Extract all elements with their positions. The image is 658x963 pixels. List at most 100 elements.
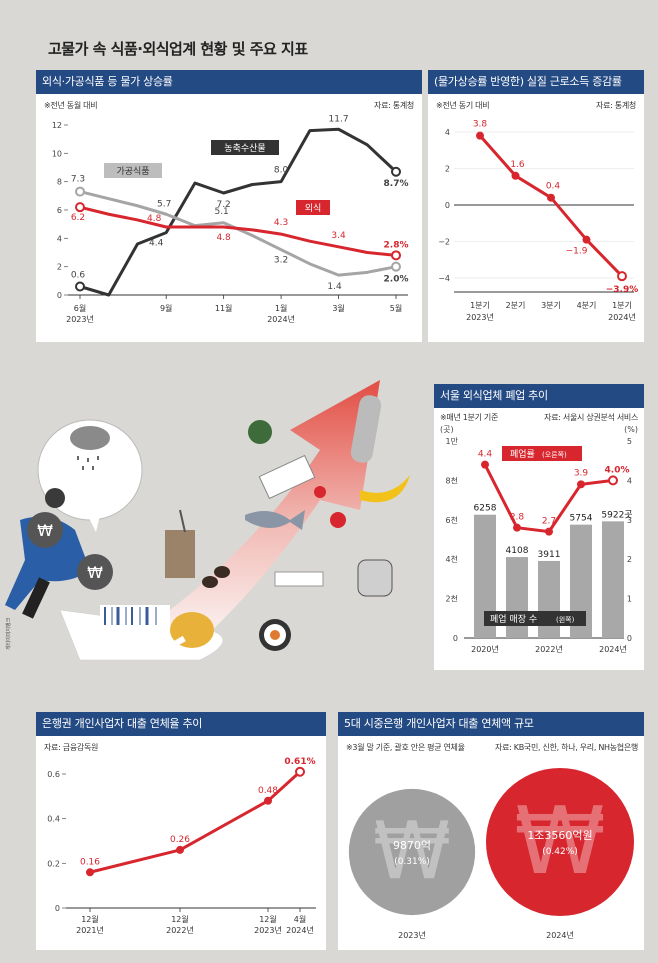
delinquency-amount-panel: 5대 시중은행 개인사업자 대출 연체액 규모 ※3월 말 기준, 괄호 안은 … [338, 712, 644, 950]
rate-label: 3.9 [574, 468, 589, 478]
y-tick-label: 2 [57, 263, 62, 272]
data-label: 4.3 [274, 218, 288, 228]
data-label: 5.1 [214, 207, 228, 217]
x-tick-label-year: 2024년 [608, 312, 636, 322]
chart-source: 자료: KB국민, 신한, 하나, 우리, NH농협은행 [495, 743, 638, 752]
x-tick-label-year: 2024년 [286, 925, 314, 935]
rate-tag-box [502, 446, 582, 461]
banana-icon [360, 475, 410, 503]
left-tick-label: 4천 [446, 554, 458, 564]
y-tick-label: 6 [57, 206, 62, 215]
x-tick-label: 12월 [171, 914, 189, 924]
right-tick-label: 2 [627, 555, 632, 564]
x-tick-label-year: 2023년 [254, 925, 282, 935]
count-tag-axis: (왼쪽) [556, 615, 575, 624]
x-tick-label-year: 2024년 [267, 314, 295, 324]
data-label: 0.48 [258, 786, 278, 796]
data-label: 7.2 [216, 200, 230, 210]
bubble-amount: 9870억 [393, 839, 431, 852]
data-label: 2.0% [384, 275, 409, 285]
chart-source: 자료: 금융감독원 [44, 743, 99, 752]
rate-point [481, 460, 489, 469]
rising-arrow-shape [120, 380, 380, 660]
x-tick-label: 2020년 [471, 644, 499, 654]
x-tick-label: 1분기 [470, 301, 490, 310]
series-tag-label: 가공식품 [116, 166, 149, 177]
panel-title: (물가상승률 반영한) 실질 근로소득 증감률 [428, 70, 644, 94]
right-tick-label: 3 [627, 516, 632, 525]
left-tick-label: 8천 [446, 475, 458, 485]
data-point [75, 281, 85, 292]
data-point [547, 193, 555, 202]
y-tick-label: 8 [57, 178, 62, 187]
delinquency-amount-chart: ₩9870억 (0.31%) 2023년 ₩1조3560억원 (0.42%) 2024년 [348, 768, 634, 940]
x-tick-label: 4월 [294, 914, 306, 924]
series-tag-label: 외식 [305, 202, 322, 214]
chicken-leg-icon [160, 612, 214, 655]
left-tick-label: 0 [453, 634, 458, 643]
data-label: 3.4 [331, 231, 346, 241]
rate-label: 4.4 [478, 450, 493, 460]
delinquency-rate-chart: 00.20.40.612월2021년12월2022년12월2023년4월2024… [47, 757, 316, 935]
milk-carton-icon [258, 454, 316, 500]
closure-chart: (곳) (%) 0 2천 4천 6천 8천 1만 0 1 2 3 4 5 6258 4108 3911 5754 5… [440, 425, 638, 654]
rate-tag-label: 폐업률 [510, 448, 535, 460]
y-tick-label: 10 [52, 149, 62, 158]
y-tick-label: 4 [445, 128, 450, 137]
series-line-3 [79, 205, 397, 257]
data-point [582, 235, 591, 244]
x-tick-label: 1월 [275, 303, 287, 313]
coffee-beans-icon [202, 566, 230, 588]
bar-label: 6258 [474, 504, 497, 514]
rate-label: 2.8 [510, 513, 525, 523]
egg-tray-icon [274, 571, 324, 587]
tomato-icon [314, 486, 346, 528]
data-point [176, 845, 184, 854]
y-tick-label: −2 [438, 238, 450, 247]
y-tick-label: 4 [57, 234, 62, 243]
series-tag-box [296, 200, 330, 215]
series-tag-label: 농축수산물 [224, 143, 265, 154]
x-tick-label-year: 2023년 [66, 314, 94, 324]
data-label: 2.8% [384, 240, 409, 250]
data-label: 1.6 [510, 160, 525, 170]
real-income-chart: −4 −2 0 2 4 1분기 2023년 2분기 3분기 4분기 1분기 2024년 3.8 1.6 0.… [438, 120, 639, 322]
x-tick-label: 12월 [259, 914, 277, 924]
bar [570, 524, 592, 638]
bar-label: 5754 [570, 514, 593, 524]
data-label: 5.7 [157, 199, 171, 209]
bar-label: 4108 [506, 546, 529, 556]
svg-text:₩: ₩ [87, 563, 103, 582]
panel-title: 외식·가공식품 등 물가 상승률 [36, 70, 422, 94]
chart-note: ※매년 1분기 기준 [440, 413, 499, 422]
data-label: 0.4 [546, 182, 561, 192]
chart-note: ※3월 말 기준, 괄호 안은 평균 연체율 [346, 743, 465, 752]
bar [538, 560, 560, 638]
data-label: 8.0 [274, 166, 289, 176]
data-point [391, 166, 401, 177]
data-point [264, 796, 272, 805]
y-tick-label: −4 [438, 274, 450, 283]
delinquency-rate-panel: 은행권 개인사업자 대출 연체율 추이 자료: 금융감독원 0 0.2 0.4 0.6… [36, 712, 326, 950]
data-label: 11.7 [329, 114, 349, 124]
bread-icon [350, 395, 382, 463]
bubble-rate: (0.42%) [542, 847, 578, 857]
closure-panel: 서울 외식업체 폐업 추이 ※매년 1분기 기준 자료: 서울시 상권분석 서비… [434, 384, 644, 670]
data-point [476, 131, 484, 140]
data-label: −3.9% [606, 285, 639, 295]
chart-source: 자료: 통계청 [374, 101, 414, 110]
bar [474, 514, 496, 638]
x-tick-label: 3분기 [541, 301, 561, 310]
data-point [75, 202, 85, 213]
data-point [617, 271, 627, 282]
bubble-year: 2024년 [546, 930, 574, 940]
data-label: 0.26 [170, 835, 190, 845]
data-label: 3.2 [274, 256, 288, 266]
data-label: 8.7% [384, 179, 409, 189]
rate-label: 4.0% [605, 465, 630, 475]
y-tick-label: 0 [57, 291, 62, 300]
series-tag-box [211, 140, 279, 155]
bubble [486, 768, 634, 916]
data-label: 3.8 [473, 120, 488, 130]
